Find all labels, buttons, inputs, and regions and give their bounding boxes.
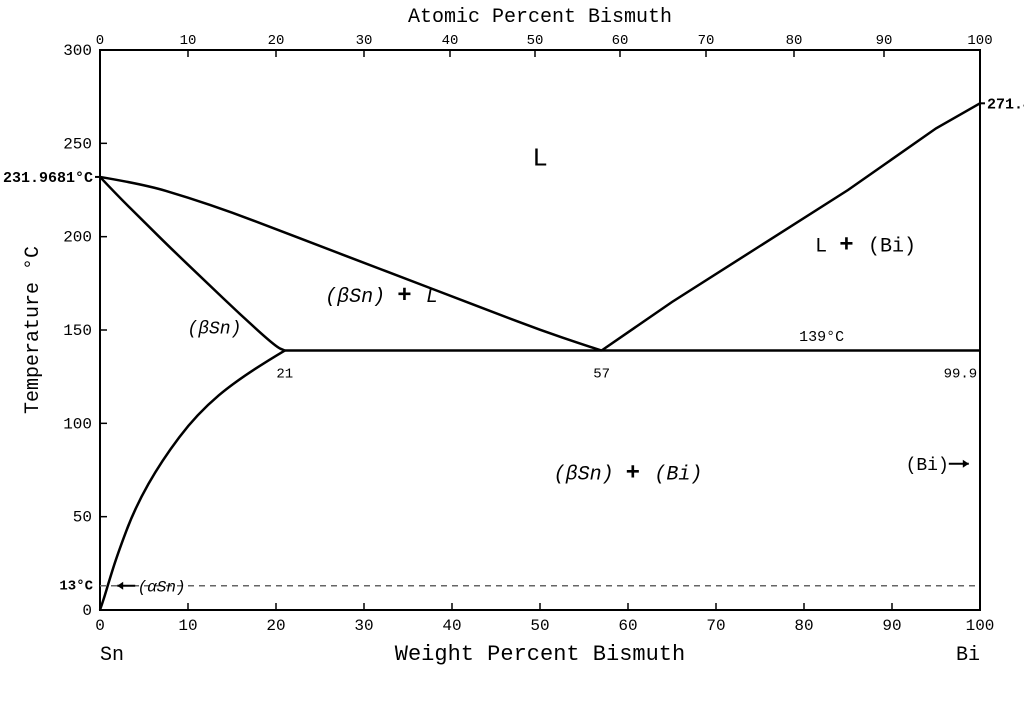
x-tick-label-top: 40: [442, 33, 459, 49]
region-label-3: L + (Bi): [815, 233, 916, 260]
corner-sn: Sn: [100, 644, 124, 667]
x-tick-label-bottom: 20: [266, 617, 285, 635]
x-tick-label-bottom: 60: [618, 617, 637, 635]
bi-melt-label: 271.442°C: [987, 96, 1024, 113]
region-label-4: (βSn) + (Bi): [554, 460, 703, 487]
x-tick-label-bottom: 90: [882, 617, 901, 635]
axis-title-top: Atomic Percent Bismuth: [408, 6, 672, 29]
x-tick-label-bottom: 10: [178, 617, 197, 635]
label-21: 21: [276, 367, 293, 383]
region-label-1: (βSn) + L: [325, 283, 438, 310]
y-tick-label: 250: [63, 135, 92, 153]
region-label-0: L: [532, 144, 548, 174]
x-tick-label-top: 90: [876, 33, 893, 49]
region-label-6: (αSn): [138, 578, 186, 596]
corner-bi: Bi: [956, 644, 980, 667]
phase-diagram: 0 10 20 30 40 50 60 70 80 90 100 0 10 20 30 40 50 60 70 80 9…: [0, 0, 1024, 709]
x-tick-label-top: 70: [698, 33, 715, 49]
x-tick-label-top: 50: [527, 33, 544, 49]
x-tick-label-bottom: 50: [530, 617, 549, 635]
sn-melt-label: 231.9681°C: [3, 170, 93, 187]
y-tick-label: 200: [63, 229, 92, 247]
x-tick-label-bottom: 40: [442, 617, 461, 635]
alpha-temp-label: 13°C: [59, 579, 93, 595]
region-label-2: (βSn): [187, 320, 241, 340]
x-tick-label-top: 80: [786, 33, 803, 49]
y-tick-label: 100: [63, 415, 92, 433]
x-tick-label-bottom: 100: [966, 617, 995, 635]
region-label-5: (Bi): [906, 456, 949, 476]
y-tick-label: 300: [63, 42, 92, 60]
y-tick-label: 0: [82, 602, 92, 620]
x-tick-label-bottom: 80: [794, 617, 813, 635]
y-tick-label: 150: [63, 322, 92, 340]
x-tick-label-bottom: 70: [706, 617, 725, 635]
label-139c: 139°C: [799, 329, 844, 346]
x-tick-label-top: 0: [96, 33, 104, 49]
x-tick-label-top: 20: [268, 33, 285, 49]
y-tick-label: 50: [73, 509, 92, 527]
x-tick-label-bottom: 30: [354, 617, 373, 635]
x-tick-label-top: 30: [356, 33, 373, 49]
label-99-9: 99.9: [944, 367, 978, 383]
x-tick-label-bottom: 0: [95, 617, 105, 635]
label-57: 57: [593, 367, 610, 383]
x-tick-label-top: 60: [612, 33, 629, 49]
axis-title-bottom: Weight Percent Bismuth: [395, 642, 685, 667]
axis-title-left: Temperature °C: [22, 246, 45, 414]
x-tick-label-top: 10: [180, 33, 197, 49]
x-tick-label-top: 100: [967, 33, 992, 49]
chart-bg: [0, 0, 1024, 709]
